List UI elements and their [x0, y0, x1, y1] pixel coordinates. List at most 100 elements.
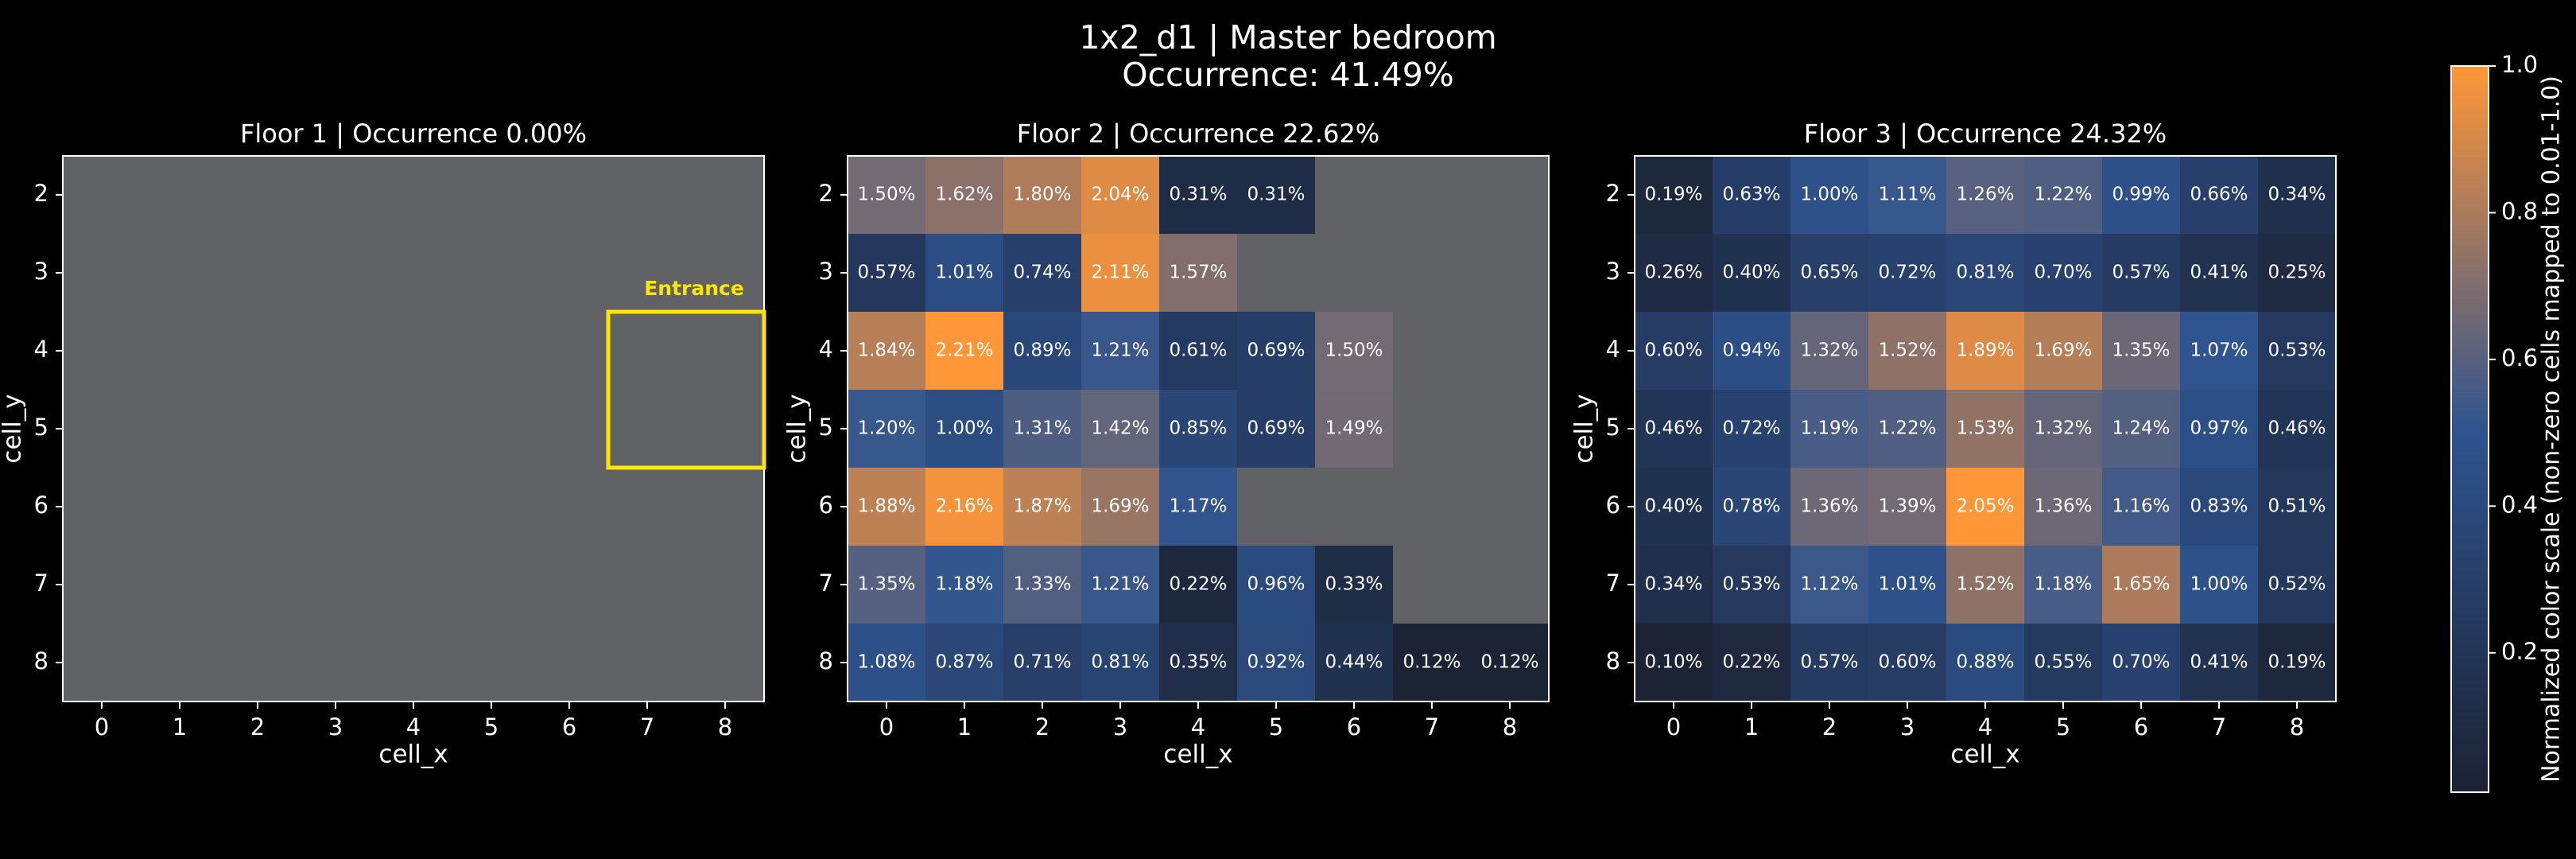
heat-cell [1081, 156, 1160, 235]
heat-cell [219, 546, 297, 624]
heat-cell [848, 312, 926, 391]
cell-label: 0.25% [2268, 262, 2326, 283]
heat-cell [1237, 390, 1316, 468]
heat-cell [1237, 156, 1316, 235]
heat-cell [1868, 390, 1947, 468]
cell-label: 1.57% [1169, 262, 1227, 283]
x-tick-label: 7 [640, 713, 654, 740]
heat-cell [1713, 390, 1791, 468]
cell-label: 0.70% [2034, 262, 2092, 283]
heat-cell [1237, 546, 1316, 624]
heat-cell [141, 312, 219, 391]
heat-cell [374, 468, 453, 546]
cell-label: 0.12% [1480, 652, 1538, 673]
cell-label: 0.61% [1169, 340, 1227, 361]
cell-label: 1.26% [1956, 185, 2014, 205]
heat-cell [1946, 156, 2025, 235]
cell-label: 0.92% [1247, 652, 1305, 673]
cell-label: 0.99% [2112, 185, 2170, 205]
heat-cell [141, 468, 219, 546]
heat-cell [686, 312, 765, 391]
heat-cell [2180, 546, 2259, 624]
heat-cell [1713, 624, 1791, 702]
heat-cell [1946, 624, 2025, 702]
heat-cell [530, 156, 609, 235]
cell-label: 0.26% [1644, 262, 1702, 283]
heat-cell [608, 234, 687, 313]
heat-cell [1081, 624, 1160, 702]
heat-cell [1868, 624, 1947, 702]
heat-cell [686, 234, 765, 313]
heat-cell [1946, 234, 2025, 313]
heat-cell [219, 468, 297, 546]
cell-label: 0.34% [2268, 185, 2326, 205]
heat-cell [2102, 546, 2181, 624]
cell-label: 1.01% [1878, 574, 1936, 595]
cell-label: 1.31% [1013, 418, 1071, 439]
cell-label: 1.32% [1800, 340, 1858, 361]
heat-cell [1471, 312, 1550, 391]
heat-cell [1315, 390, 1394, 468]
heat-cell [848, 624, 926, 702]
heat-cell [608, 468, 687, 546]
y-tick-label: 8 [1606, 647, 1620, 674]
cell-label: 0.41% [2190, 262, 2248, 283]
heat-cell [297, 468, 375, 546]
heat-cell [2258, 624, 2337, 702]
figure-subtitle: Occurrence: 41.49% [1122, 56, 1454, 94]
heat-cell [1471, 546, 1550, 624]
cell-label: 0.19% [1644, 185, 1702, 205]
heat-cell [925, 234, 1004, 313]
heat-cell [1393, 390, 1472, 468]
heat-cell [1081, 546, 1160, 624]
cell-label: 0.31% [1169, 185, 1227, 205]
cell-label: 0.46% [1644, 418, 1702, 439]
cell-label: 0.81% [1956, 262, 2014, 283]
heat-cell [2180, 390, 2259, 468]
heat-cell [219, 312, 297, 391]
cell-label: 1.39% [1878, 496, 1936, 517]
cell-label: 2.04% [1091, 185, 1149, 205]
heat-cell [1946, 468, 2025, 546]
heat-cell [1393, 624, 1472, 702]
heat-cell [2258, 390, 2337, 468]
cell-label: 0.35% [1169, 652, 1227, 673]
heat-cell [530, 624, 609, 702]
heat-cell [1635, 624, 1713, 702]
y-tick-label: 5 [819, 414, 833, 441]
heat-cell [219, 624, 297, 702]
heat-cell [2102, 234, 2181, 313]
cell-label: 0.44% [1325, 652, 1383, 673]
heat-cell [2024, 312, 2103, 391]
y-tick-label: 2 [34, 180, 48, 207]
colorbar-label: Normalized color scale (non-zero cells m… [2538, 76, 2566, 783]
heat-cell [2258, 468, 2337, 546]
cell-label: 1.87% [1013, 496, 1071, 517]
y-axis-label: cell_y [783, 394, 812, 463]
cell-label: 0.85% [1169, 418, 1227, 439]
heat-cell [1159, 390, 1238, 468]
y-tick-label: 8 [34, 647, 48, 674]
cell-label: 1.88% [857, 496, 915, 517]
heat-cell [297, 312, 375, 391]
colorbar-tick-label: 1.0 [2501, 51, 2538, 78]
heat-cell [608, 624, 687, 702]
cell-label: 2.05% [1956, 496, 2014, 517]
heat-cell [63, 156, 142, 235]
heat-cell [1393, 546, 1472, 624]
heat-cell [1790, 546, 1869, 624]
cell-label: 0.57% [857, 262, 915, 283]
heat-cell [1471, 156, 1550, 235]
heat-cell [2102, 156, 2181, 235]
heat-cell [2024, 624, 2103, 702]
cell-label: 1.33% [1013, 574, 1071, 595]
y-axis-label: cell_y [0, 394, 27, 463]
cell-label: 0.40% [1644, 496, 1702, 517]
heat-cell [1635, 546, 1713, 624]
x-tick-label: 6 [1347, 713, 1361, 740]
heat-cell [1868, 156, 1947, 235]
cell-label: 1.52% [1878, 340, 1936, 361]
cell-label: 0.97% [2190, 418, 2248, 439]
y-tick-label: 4 [1606, 336, 1620, 363]
heat-cell [848, 546, 926, 624]
